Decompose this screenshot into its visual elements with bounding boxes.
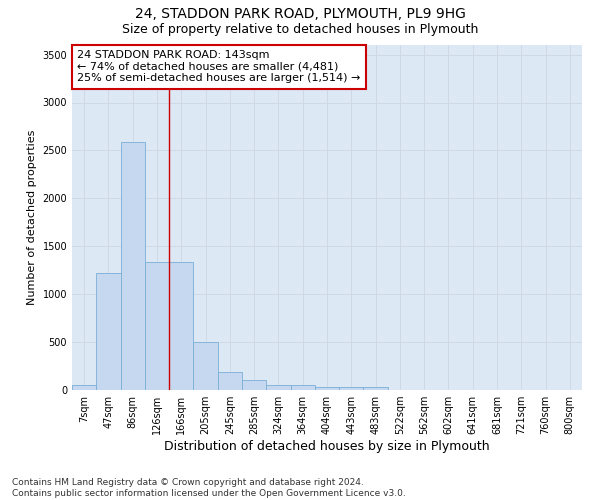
Text: 24 STADDON PARK ROAD: 143sqm
← 74% of detached houses are smaller (4,481)
25% of: 24 STADDON PARK ROAD: 143sqm ← 74% of de… bbox=[77, 50, 361, 84]
Bar bbox=[96, 273, 121, 390]
Bar bbox=[145, 262, 169, 390]
Text: 24, STADDON PARK ROAD, PLYMOUTH, PL9 9HG: 24, STADDON PARK ROAD, PLYMOUTH, PL9 9HG bbox=[134, 8, 466, 22]
Bar bbox=[266, 385, 290, 390]
Bar bbox=[72, 385, 96, 390]
Text: Size of property relative to detached houses in Plymouth: Size of property relative to detached ho… bbox=[122, 22, 478, 36]
Bar bbox=[315, 386, 339, 390]
Bar bbox=[364, 386, 388, 390]
Bar bbox=[242, 380, 266, 390]
Text: Contains HM Land Registry data © Crown copyright and database right 2024.
Contai: Contains HM Land Registry data © Crown c… bbox=[12, 478, 406, 498]
Bar bbox=[290, 385, 315, 390]
Bar bbox=[121, 142, 145, 390]
Bar bbox=[339, 386, 364, 390]
Bar bbox=[218, 372, 242, 390]
Y-axis label: Number of detached properties: Number of detached properties bbox=[27, 130, 37, 305]
X-axis label: Distribution of detached houses by size in Plymouth: Distribution of detached houses by size … bbox=[164, 440, 490, 453]
Bar bbox=[169, 262, 193, 390]
Bar bbox=[193, 342, 218, 390]
